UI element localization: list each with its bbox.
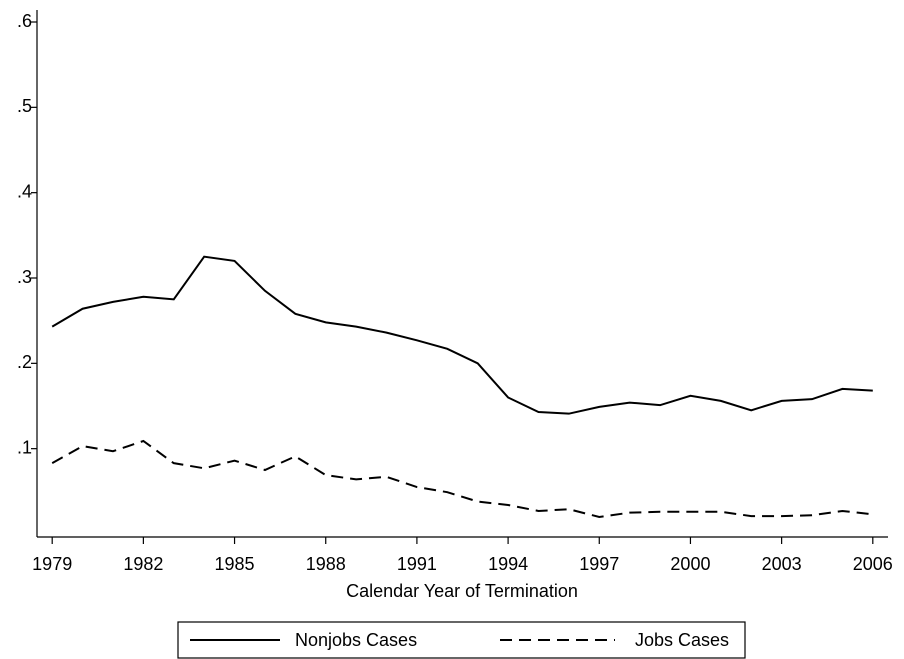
- y-tick-label: .3: [17, 267, 32, 287]
- x-tick-label: 2006: [853, 554, 893, 574]
- x-tick-label: 1982: [123, 554, 163, 574]
- y-tick-label: .2: [17, 352, 32, 372]
- x-tick-label: 2000: [670, 554, 710, 574]
- legend-label: Jobs Cases: [635, 630, 729, 650]
- x-axis-title: Calendar Year of Termination: [346, 581, 578, 601]
- x-tick-label: 1991: [397, 554, 437, 574]
- data-line: [51, 255, 873, 415]
- x-tick-label: 2003: [762, 554, 802, 574]
- y-tick-label: .6: [17, 11, 32, 31]
- x-tick-label: 1979: [32, 554, 72, 574]
- y-tick-label: .4: [17, 181, 32, 201]
- y-tick-label: .5: [17, 96, 32, 116]
- x-tick-label: 1994: [488, 554, 528, 574]
- legend-label: Nonjobs Cases: [295, 630, 417, 650]
- data-line: [51, 439, 873, 518]
- y-tick-label: .1: [17, 437, 32, 457]
- x-tick-label: 1985: [215, 554, 255, 574]
- legend-box: [177, 621, 746, 659]
- x-tick-label: 1997: [579, 554, 619, 574]
- x-tick-label: 1988: [306, 554, 346, 574]
